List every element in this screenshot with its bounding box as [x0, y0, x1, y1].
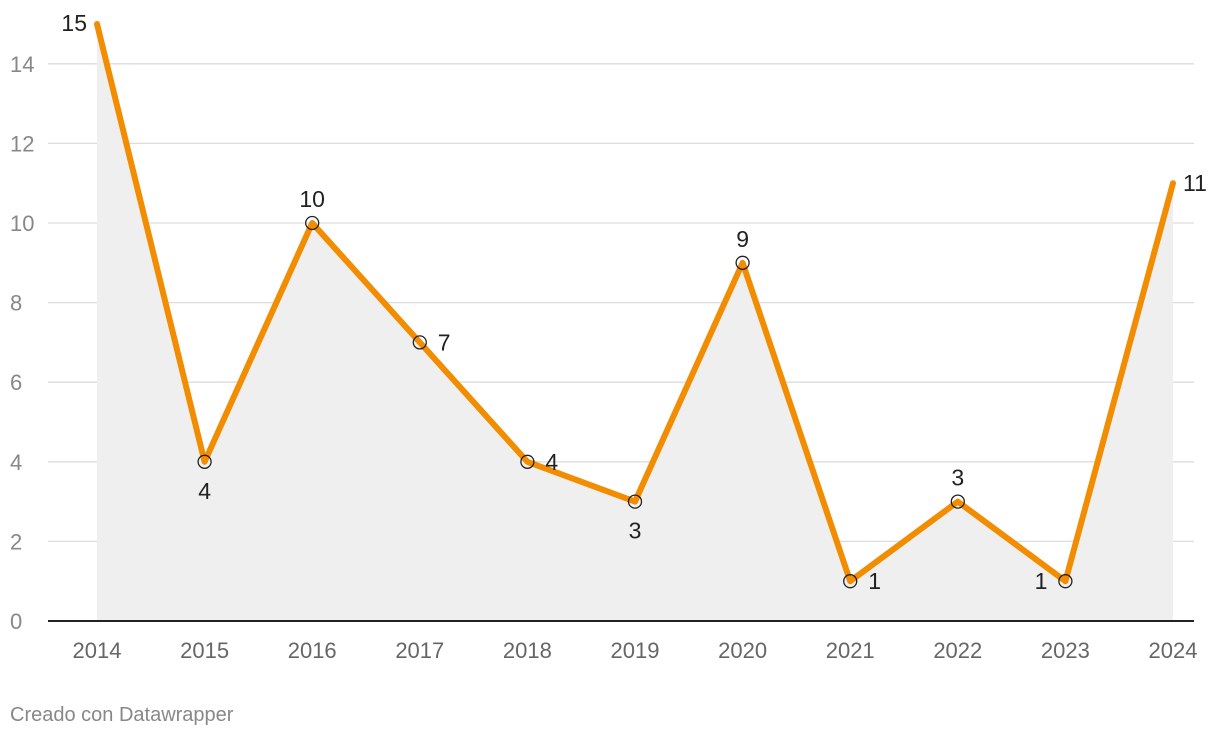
data-label: 15	[61, 10, 87, 36]
y-tick-label: 2	[10, 529, 22, 554]
y-tick-label: 0	[10, 609, 22, 634]
data-label: 11	[1183, 170, 1207, 196]
x-tick-label: 2023	[1041, 638, 1090, 663]
y-tick-label: 8	[10, 291, 22, 316]
point-marker	[412, 335, 427, 350]
x-tick-label: 2015	[180, 638, 229, 663]
point-marker	[197, 454, 212, 469]
data-label: 3	[629, 518, 642, 544]
y-tick-label: 12	[10, 131, 34, 156]
point-layer	[197, 215, 1073, 589]
area-layer	[97, 24, 1173, 621]
data-label: 1	[868, 568, 881, 594]
y-tick-label: 6	[10, 370, 22, 395]
data-label: 10	[299, 186, 325, 212]
x-tick-label: 2020	[718, 638, 767, 663]
point-marker	[735, 255, 750, 270]
y-tick-label: 10	[10, 211, 34, 236]
x-tick-label: 2017	[395, 638, 444, 663]
area-fill	[97, 24, 1173, 621]
x-tick-label: 2019	[611, 638, 660, 663]
point-marker	[627, 494, 643, 509]
data-label: 4	[198, 478, 211, 504]
data-label: 9	[736, 226, 749, 252]
x-tick-label: 2021	[826, 638, 875, 663]
point-marker	[950, 494, 965, 509]
y-tick-label: 4	[10, 450, 22, 475]
data-label: 1	[1035, 568, 1048, 594]
x-tick-label: 2014	[73, 638, 122, 663]
x-tick-label: 2018	[503, 638, 552, 663]
point-marker	[1058, 574, 1073, 589]
line-layer	[94, 21, 1176, 585]
point-marker	[305, 215, 320, 231]
footer-credit: Creado con Datawrapper	[10, 704, 234, 726]
data-label: 7	[438, 329, 451, 355]
x-tick-label: 2022	[933, 638, 982, 663]
point-marker	[520, 454, 535, 469]
x-tick-label: 2024	[1149, 638, 1198, 663]
data-label: 3	[951, 465, 964, 491]
data-label: 4	[545, 449, 558, 475]
y-tick-label: 14	[10, 52, 34, 77]
x-tick-label: 2016	[288, 638, 337, 663]
series-line	[94, 21, 1176, 585]
point-marker	[843, 574, 858, 589]
